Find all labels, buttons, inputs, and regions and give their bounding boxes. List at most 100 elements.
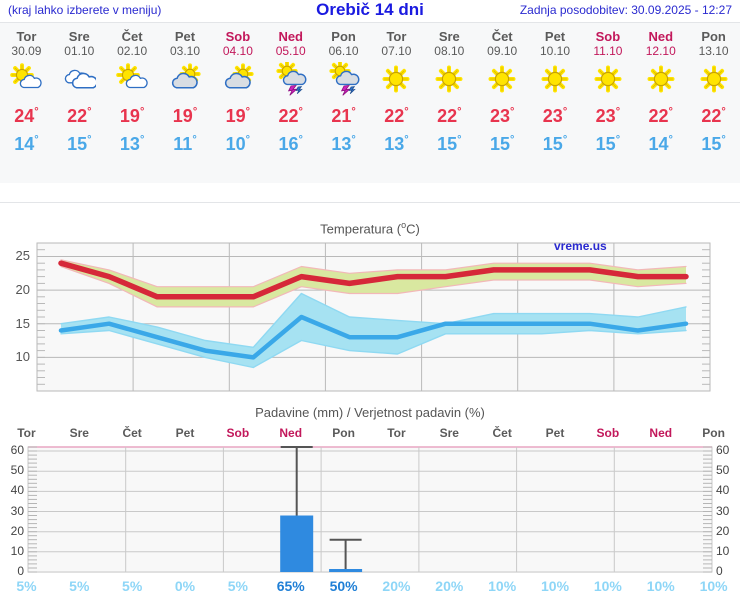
min-temperature-value: 13° (331, 134, 356, 154)
precipitation-day-label: Pon (702, 426, 725, 440)
precipitation-y-tick-label: 30 (716, 503, 730, 518)
last-updated-text: Zadnja posodobitev: 30.09.2025 - 12:27 (519, 3, 732, 17)
temperature-series-graphic (36, 242, 711, 392)
forecast-day-column: Ned 05.10 22° 16° (264, 23, 317, 183)
min-temperature-value: 13° (119, 134, 145, 154)
precipitation-day-label: Čet (492, 426, 512, 440)
day-of-week-label: Tor (386, 29, 407, 44)
sun-icon (645, 62, 677, 96)
max-temperature-value: 23° (542, 106, 568, 126)
max-temperature-value: 19° (119, 106, 145, 126)
precipitation-day-label: Pet (545, 426, 565, 440)
thunderstorm-sun-icon (274, 62, 308, 96)
precipitation-y-tick-label: 0 (17, 564, 24, 578)
day-of-week-label: Čet (121, 29, 143, 44)
day-date-label: 04.10 (222, 44, 253, 58)
precipitation-probability-value: 10% (593, 578, 622, 594)
max-temperature-value: 22° (67, 106, 92, 126)
section-divider (0, 183, 740, 203)
day-date-label: 08.10 (434, 44, 465, 58)
forecast-day-column: Sob 04.10 19° 10° (211, 23, 264, 183)
precipitation-y-tick-label: 60 (716, 443, 730, 458)
min-temperature-value: 10° (225, 134, 251, 154)
day-of-week-label: Tor (16, 29, 37, 44)
temperature-y-tick-label: 25 (15, 248, 30, 264)
precipitation-y-tick-label: 60 (10, 443, 24, 458)
precipitation-chart-title: Padavine (mm) / Verjetnost padavin (%) (255, 405, 485, 420)
precipitation-chart: Padavine (mm) / Verjetnost padavin (%) T… (0, 400, 740, 600)
forecast-day-column: Pon 13.10 22° 15° (687, 23, 740, 183)
min-temperature-value: 15° (489, 134, 515, 154)
precipitation-y-tick-label: 10 (10, 543, 24, 558)
max-temperature-value: 19° (172, 106, 198, 126)
day-date-label: 01.10 (64, 44, 95, 58)
precipitation-y-tick-label: 20 (10, 523, 24, 538)
max-temperature-value: 23° (595, 106, 621, 126)
sun-icon (698, 62, 730, 96)
day-date-label: 07.10 (381, 44, 412, 58)
forecast-day-column: Sob 11.10 23° 15° (581, 23, 634, 183)
precipitation-day-label: Sob (596, 426, 620, 440)
day-of-week-label: Sob (595, 29, 621, 44)
precipitation-probability-value: 5% (69, 578, 90, 594)
forecast-columns: Tor 30.09 24° 14° Sre 01.10 22° 15° Čet 02.10 1… (0, 23, 740, 183)
max-temperature-value: 23° (489, 106, 515, 126)
cloud-sun-icon (221, 62, 255, 96)
precipitation-day-label: Sre (69, 426, 89, 440)
sun-icon (539, 62, 571, 96)
max-temperature-value: 21° (331, 106, 356, 126)
temperature-y-tick-label: 15 (15, 315, 30, 331)
cloud-sun-icon (168, 62, 202, 96)
precipitation-day-label: Sre (439, 426, 459, 440)
precipitation-bars-graphic (27, 446, 713, 573)
clouds-icon (62, 62, 97, 96)
precipitation-day-label: Pet (175, 426, 195, 440)
precipitation-probability-value: 0% (174, 578, 196, 594)
temperature-y-tick-label: 10 (15, 349, 30, 365)
precipitation-day-label: Pon (332, 426, 355, 440)
day-of-week-label: Pet (544, 29, 566, 44)
min-temperature-value: 11° (173, 134, 197, 154)
min-temperature-value: 14° (648, 134, 673, 154)
forecast-strip: Tor 30.09 24° 14° Sre 01.10 22° 15° Čet 02.10 1… (0, 22, 740, 184)
day-date-label: 30.09 (11, 44, 42, 58)
min-temperature-value: 15° (595, 134, 621, 154)
sun-cloud-icon (9, 62, 43, 96)
precipitation-probability-value: 5% (227, 578, 248, 594)
forecast-day-column: Sre 01.10 22° 15° (53, 23, 106, 183)
precipitation-probability-value: 10% (699, 578, 728, 594)
day-of-week-label: Čet (491, 29, 513, 44)
forecast-day-column: Ned 12.10 22° 14° (634, 23, 687, 183)
site-watermark: vreme.us (554, 239, 607, 253)
day-date-label: 03.10 (169, 44, 201, 58)
max-temperature-value: 22° (384, 106, 409, 126)
sun-icon (380, 62, 412, 96)
precipitation-day-label: Tor (17, 426, 36, 440)
day-date-label: 10.10 (540, 44, 571, 58)
max-temperature-value: 24° (14, 106, 39, 126)
forecast-day-column: Tor 30.09 24° 14° (0, 23, 53, 183)
precipitation-probability-row: 5% 5% 5% 0% 5% 65% 50% 20% 20% 10% 10% 10% 10% 10% (0, 578, 740, 598)
sun-cloud-icon (115, 62, 149, 96)
precipitation-probability-value: 20% (382, 578, 411, 594)
day-date-label: 05.10 (275, 44, 306, 58)
min-temperature-value: 15° (67, 134, 92, 154)
max-temperature-value: 19° (225, 106, 251, 126)
precipitation-probability-value: 20% (435, 578, 464, 594)
temperature-chart-title: Temperatura (oC) (320, 220, 420, 237)
max-temperature-value: 22° (278, 106, 303, 126)
day-of-week-label: Sob (225, 29, 251, 44)
top-bar: (kraj lahko izberete v meniju) Orebič 14… (0, 0, 740, 22)
day-of-week-label: Pon (331, 29, 356, 44)
precipitation-day-label: Sob (226, 426, 250, 440)
precipitation-probability-value: 50% (329, 578, 358, 594)
temperature-chart: Temperatura (oC) 10 15 20 25 (0, 205, 740, 400)
precipitation-y-tick-label: 20 (716, 523, 730, 538)
precipitation-probability-value: 65% (276, 578, 305, 594)
forecast-day-column: Pet 03.10 19° 11° (159, 23, 212, 183)
precipitation-y-tick-label: 0 (716, 564, 723, 578)
day-of-week-label: Sre (68, 29, 90, 44)
day-date-label: 13.10 (698, 44, 729, 58)
sun-icon (433, 62, 465, 96)
